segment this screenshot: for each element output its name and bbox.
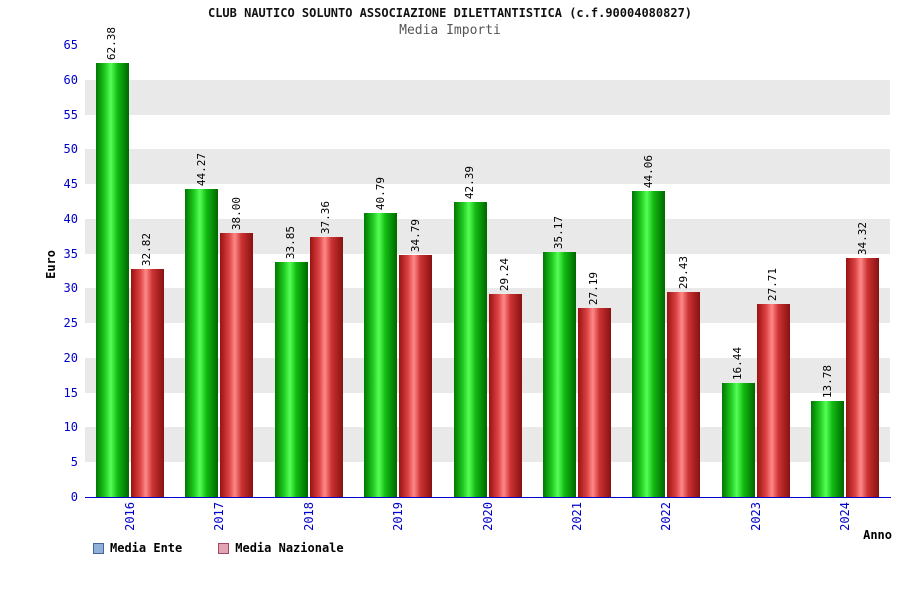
- y-tick-label: 15: [63, 385, 78, 400]
- y-tick-label: 35: [63, 246, 78, 261]
- bar-value-label: 44.27: [194, 153, 208, 187]
- bar-value-label: 38.00: [229, 196, 243, 230]
- legend-item: Media Nazionale: [218, 541, 344, 555]
- grid-band: [85, 392, 890, 428]
- bar-value-label: 29.24: [498, 257, 511, 291]
- grid-band: [85, 45, 890, 80]
- bar-value-label: 27.19: [587, 271, 601, 305]
- bar-media-nazionale: [846, 258, 880, 497]
- y-tick-label: 30: [63, 281, 78, 296]
- x-tick-label: 2022: [659, 502, 674, 531]
- bar-value-label: 62.38: [105, 27, 119, 61]
- bar-value-label: 42.39: [463, 166, 476, 200]
- bar-media-ente: [95, 63, 129, 497]
- grid-band: [85, 288, 890, 324]
- grid-band: [85, 253, 890, 289]
- bar-media-ente: [811, 401, 845, 497]
- bar-media-nazionale: [309, 237, 343, 497]
- y-tick-label: 5: [70, 455, 78, 470]
- bar-value-label: 34.32: [855, 222, 869, 256]
- bar-media-ente: [542, 252, 576, 497]
- y-tick-label: 50: [63, 142, 78, 157]
- chart-subtitle: Media Importi: [399, 23, 501, 38]
- y-tick-label: 0: [70, 490, 78, 504]
- legend-swatch: [93, 542, 104, 554]
- bar-value-label: 13.78: [820, 365, 834, 399]
- bar-value-label: 27.71: [766, 268, 780, 302]
- x-tick-label: 2019: [391, 502, 406, 531]
- bar-value-label: 35.17: [552, 216, 566, 250]
- x-tick-label: 2016: [122, 502, 137, 531]
- bar-value-label: 37.36: [319, 201, 333, 235]
- grid-band: [85, 114, 890, 150]
- bar-value-label: 32.82: [140, 232, 154, 266]
- y-tick-label: 55: [63, 107, 78, 122]
- bar-media-nazionale: [220, 232, 254, 497]
- y-tick-label: 25: [63, 316, 78, 331]
- bar-value-label: 34.79: [408, 218, 422, 253]
- x-tick-label: 2018: [301, 502, 316, 531]
- bar-value-label: 40.79: [373, 177, 387, 211]
- x-tick-label: 2017: [212, 502, 227, 531]
- bar-media-ente: [721, 382, 755, 497]
- legend-swatch: [218, 542, 230, 554]
- y-tick-label: 45: [63, 177, 78, 192]
- legend-item: Media Ente: [93, 541, 182, 555]
- bar-media-nazionale: [130, 268, 164, 497]
- y-tick-label: 40: [63, 211, 78, 226]
- bar-media-ente: [185, 189, 219, 497]
- bar-media-ente: [453, 202, 487, 497]
- legend: Media Ente Media Nazionale: [93, 541, 344, 555]
- bar-media-nazionale: [488, 293, 522, 497]
- bar-media-ente: [364, 213, 398, 497]
- bar-value-label: 29.43: [676, 256, 690, 290]
- grid-band: [85, 323, 890, 358]
- grid-band: [85, 79, 890, 115]
- x-tick-label: 2021: [569, 502, 584, 531]
- legend-label: Media Nazionale: [235, 541, 344, 555]
- grid-band: [85, 218, 890, 254]
- grid-band: [85, 427, 890, 463]
- y-tick-label: 60: [63, 72, 78, 87]
- bar-value-label: 44.06: [641, 154, 655, 188]
- x-axis-label: Anno: [863, 528, 892, 542]
- grid-band: [85, 462, 890, 497]
- grid-band: [85, 357, 890, 393]
- chart-title: CLUB NAUTICO SOLUNTO ASSOCIAZIONE DILETT…: [207, 6, 693, 20]
- bar-media-nazionale: [756, 304, 790, 497]
- x-tick-label: 2023: [748, 502, 763, 531]
- x-tick-label: 2020: [480, 502, 495, 531]
- bar-media-nazionale: [577, 307, 611, 497]
- x-axis-line: [85, 497, 891, 498]
- grid-band: [85, 184, 890, 219]
- bar-media-nazionale: [667, 292, 701, 497]
- plot-area: 62.38 32.82 44.27 38.00 33.85 37.36 40.79 34.79…: [85, 27, 890, 497]
- bar-media-ente: [632, 190, 666, 497]
- y-tick-label: 10: [63, 420, 78, 435]
- legend-label: Media Ente: [110, 541, 183, 555]
- x-tick-label: 2024: [838, 502, 853, 531]
- grid-band: [85, 149, 890, 185]
- bar-media-ente: [274, 261, 308, 497]
- y-tick-label: 20: [63, 350, 78, 365]
- bar-media-nazionale: [399, 255, 433, 497]
- bar-value-label: 33.85: [284, 225, 298, 259]
- bar-value-label: 16.44: [731, 346, 745, 380]
- y-tick-label: 65: [63, 38, 78, 52]
